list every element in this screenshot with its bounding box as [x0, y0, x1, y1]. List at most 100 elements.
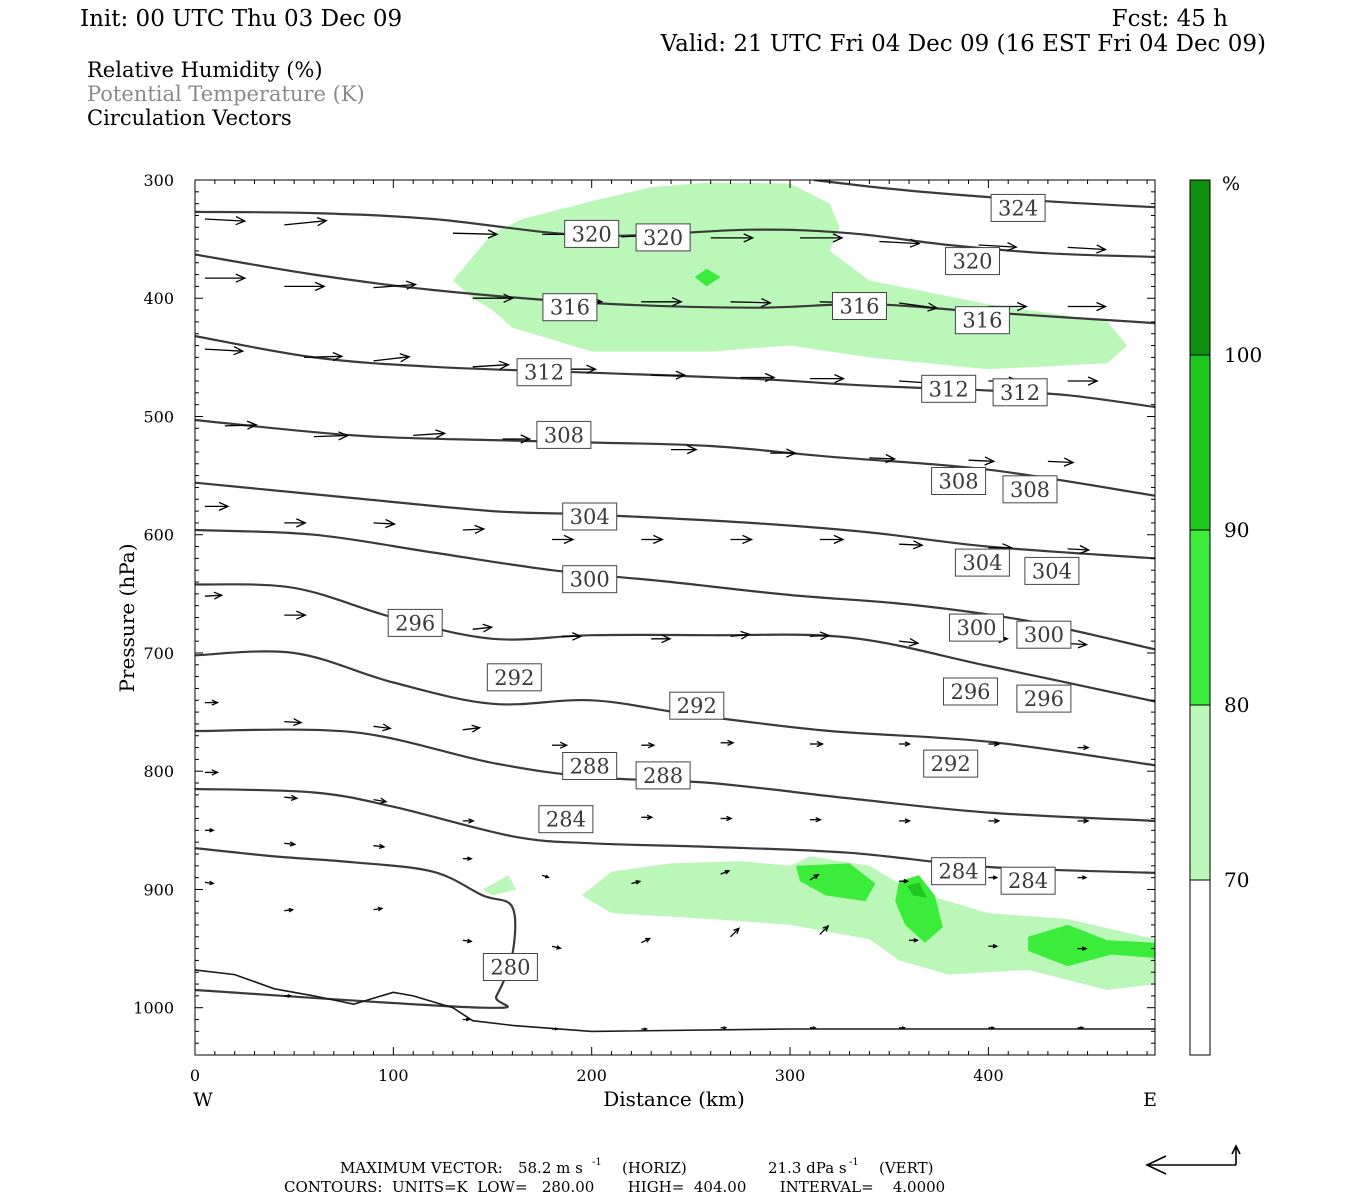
vector-arrow [1077, 818, 1090, 824]
svg-text:296: 296 [950, 680, 990, 704]
svg-text:292: 292 [931, 752, 971, 776]
vector-arrow [462, 818, 475, 824]
vector-arrow [651, 634, 672, 644]
vector-arrow [631, 880, 642, 885]
vector-arrow [720, 870, 731, 875]
contour-label: 308 [1002, 475, 1058, 504]
svg-text:316: 316 [839, 295, 879, 319]
y-tick-label: 400 [143, 289, 174, 308]
svg-text:320: 320 [572, 222, 612, 246]
vector-arrow [641, 297, 683, 307]
svg-text:300: 300 [1024, 623, 1064, 647]
y-tick-label: 500 [143, 408, 174, 427]
contour-label: 284 [1000, 866, 1056, 895]
vector-arrow [462, 1017, 471, 1022]
contours-info: CONTOURS: UNITS=K LOW= 280.00 HIGH= 404.… [284, 1178, 945, 1196]
vector-arrow [641, 742, 656, 749]
contour-label: 300 [1016, 620, 1072, 649]
contour-label: 312 [516, 358, 572, 387]
vector-arrow [988, 875, 999, 880]
theta-contour-304 [195, 481, 1155, 560]
vector-arrow [204, 216, 247, 226]
svg-text:284: 284 [1008, 869, 1048, 893]
svg-text:288: 288 [643, 764, 683, 788]
vector-arrow [462, 524, 486, 534]
vector-arrow [730, 534, 754, 545]
svg-text:312: 312 [1000, 381, 1040, 405]
vector-arrow [373, 906, 384, 912]
vector-arrow [1047, 457, 1075, 467]
vector-arrow [284, 216, 328, 227]
theta-contour-324 [813, 180, 1155, 209]
rh-region-80 [694, 268, 721, 287]
colorbar-label: 90 [1224, 518, 1249, 542]
x-end-label-right: E [1143, 1089, 1157, 1111]
vector-arrow [869, 453, 897, 464]
vector-arrow [204, 273, 247, 283]
rh-region-70 [581, 856, 1155, 990]
contour-label: 296 [387, 608, 443, 637]
colorbar-label: 70 [1224, 868, 1249, 892]
vector-arrow [1067, 376, 1099, 386]
vector-arrow [909, 938, 919, 943]
rh-region-80 [895, 875, 943, 943]
contour-label: 308 [931, 467, 987, 495]
vector-arrow [730, 630, 751, 640]
vector-arrow [988, 818, 1001, 824]
vector-arrow [452, 229, 499, 239]
contour-label-layer: 324 320 320 320 316 316 316 312 312 312 308 308 308 3… [387, 193, 1080, 981]
svg-text:300: 300 [570, 568, 610, 592]
vector-arrow [1077, 946, 1088, 951]
vector-arrow [1077, 1026, 1085, 1030]
surface-line [195, 969, 1155, 1033]
contour-label: 304 [562, 502, 618, 531]
x-tick-label: 400 [973, 1066, 1004, 1085]
contour-label: 308 [536, 420, 592, 449]
theta-contour-320 [195, 210, 1155, 258]
max-vector-prefix: MAXIMUM VECTOR: [340, 1159, 503, 1177]
svg-text:284: 284 [939, 860, 979, 884]
svg-text:292: 292 [677, 694, 717, 718]
vector-arrow [284, 518, 307, 528]
vector-arrow [899, 540, 924, 550]
vector-arrow [651, 370, 687, 380]
contour-label: 312 [921, 374, 977, 403]
y-tick-label: 900 [143, 881, 174, 900]
y-tick-label: 300 [143, 171, 174, 190]
vector-arrow [551, 945, 562, 950]
surface-layer [195, 969, 1155, 1033]
max-vector-note: MAXIMUM VECTOR: 58.2 m s -1 (HORIZ) 21.3… [340, 1157, 934, 1177]
colorbar-segment [1190, 705, 1210, 880]
contour-label: 316 [542, 293, 598, 322]
vector-arrow [373, 518, 397, 529]
contour-label: 300 [562, 565, 618, 594]
vector-arrow [313, 431, 350, 441]
vector-arrow [373, 797, 388, 804]
init-time: Init: 00 UTC Thu 03 Dec 09 [80, 6, 402, 32]
vert-suffix: (VERT) [879, 1159, 934, 1177]
vector-arrow [1067, 244, 1108, 254]
svg-text:320: 320 [643, 226, 683, 250]
vector-arrow [641, 814, 654, 821]
vector-arrow [730, 927, 741, 938]
vector-arrow [800, 233, 844, 243]
vector-arrow [978, 242, 1018, 252]
vector-arrow [988, 1026, 996, 1030]
valid-time: Valid: 21 UTC Fri 04 Dec 09 (16 EST Fri … [660, 31, 1266, 57]
contour-label: 320 [945, 247, 1000, 276]
svg-text:296: 296 [395, 611, 435, 635]
contour-label: 292 [486, 663, 542, 692]
horiz-suffix: (HORIZ) [622, 1159, 687, 1177]
contour-label: 284 [931, 857, 987, 886]
vector-arrow [541, 874, 550, 879]
vector-arrow [641, 937, 652, 944]
vector-arrow [641, 534, 664, 545]
vector-arrow [899, 302, 939, 312]
rh-region-70 [482, 875, 517, 896]
vector-arrow [819, 534, 845, 545]
vector-arrow [462, 856, 473, 861]
contour-label: 292 [669, 691, 725, 720]
vector-arrow [284, 281, 326, 292]
contour-label: 320 [635, 223, 691, 252]
vector-arrow [304, 351, 344, 362]
